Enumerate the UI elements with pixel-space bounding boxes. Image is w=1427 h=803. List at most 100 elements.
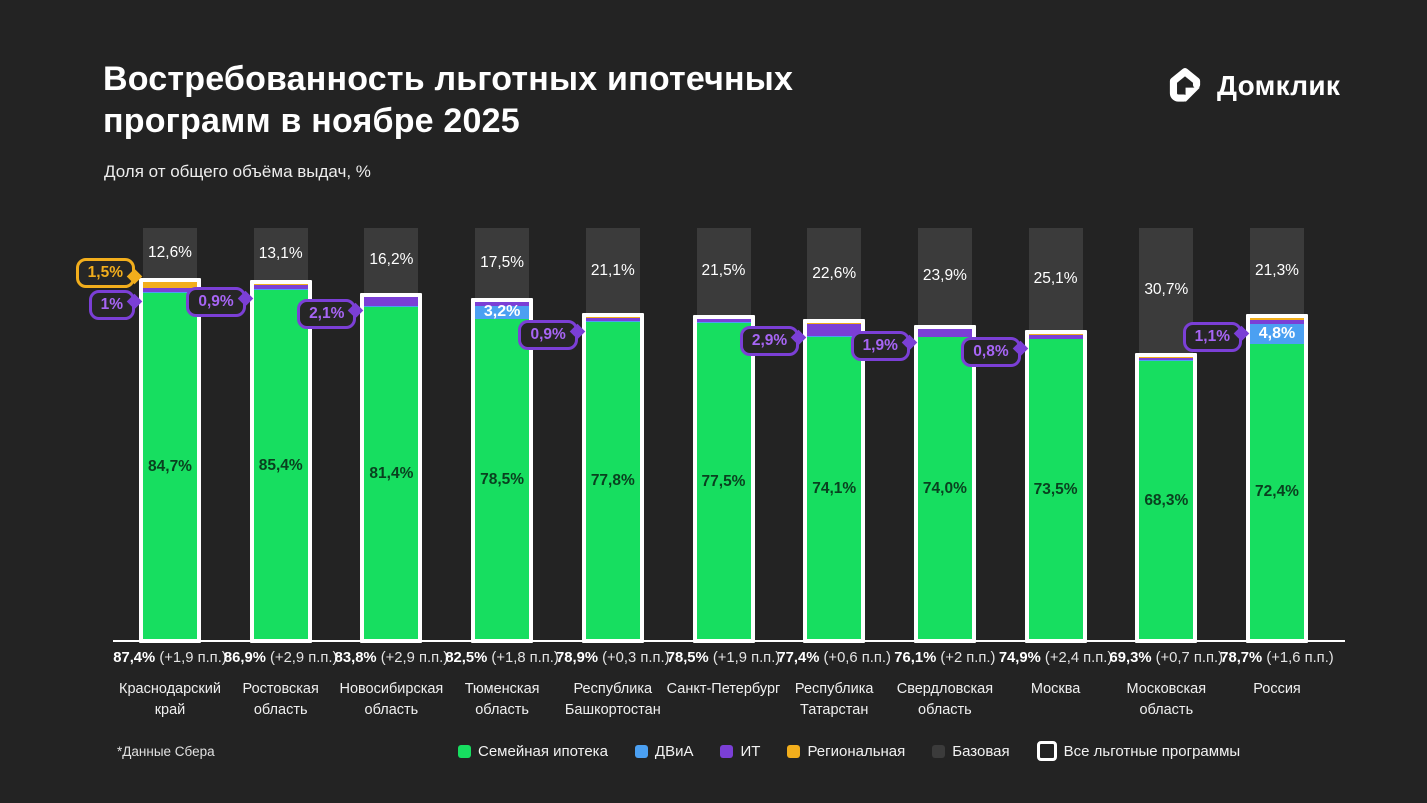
region-name-line: Республика — [794, 681, 874, 697]
base-legend-swatch — [932, 744, 946, 758]
region-name: Тюменская область — [432, 679, 572, 721]
preferential-programs-stack — [692, 314, 755, 643]
legend-item-dvia: ДВиА — [634, 743, 693, 760]
preferential-programs-stack — [471, 298, 534, 643]
dvia-segment — [1028, 338, 1083, 340]
dvia-segment — [364, 305, 419, 307]
dvia-onbar-label: 4,8% — [1258, 325, 1296, 343]
region-name-line: край — [154, 702, 186, 719]
all-legend-swatch — [1036, 741, 1057, 761]
domclick-logo: Домклик — [1163, 64, 1340, 108]
regional-segment — [1028, 333, 1083, 336]
delta-value: (+1,9 п.п.) — [708, 650, 781, 666]
legend-label: Все льготные программы — [1063, 742, 1241, 760]
region-name-line: область — [475, 702, 529, 719]
delta-value: (+1,9 п.п.) — [155, 650, 227, 666]
region-name-line: Свердловская — [896, 681, 994, 697]
page-subtitle: Доля от общего объёма выдач, % — [104, 162, 371, 181]
data-source-footnote: *Данные Сбера — [117, 744, 215, 759]
total-preferential-label: 77,4% (+0,6 п.п.) — [759, 650, 909, 666]
region-name-line: Московская — [1126, 681, 1207, 697]
it-callout: 1% — [88, 290, 143, 321]
region-name-line: область — [253, 702, 308, 719]
total-preferential-label: 87,4% (+1,9 п.п.) — [95, 650, 245, 666]
base-segment — [696, 228, 751, 317]
base-share-label: 30,7% — [1144, 281, 1189, 299]
family-share-label: 73,5% — [1033, 481, 1078, 499]
family-segment — [585, 321, 640, 639]
base-segment — [807, 228, 862, 322]
delta-value: (+2 п.п.) — [936, 650, 996, 666]
total-preferential-label: 69,3% (+0,7 п.п.) — [1091, 650, 1241, 666]
dvia-segment — [1250, 324, 1304, 344]
base-segment — [585, 228, 640, 316]
family-segment — [917, 337, 972, 639]
total-pref-value: 83,8% — [334, 650, 377, 666]
base-segment — [475, 228, 530, 301]
it-callout: 2,9% — [739, 325, 807, 356]
base-segment — [253, 228, 308, 283]
family-share-label: 78,5% — [480, 470, 525, 488]
delta-value: (+2,9 п.п.) — [265, 650, 338, 666]
it-segment — [1139, 357, 1194, 361]
base-share-label: 22,6% — [812, 264, 857, 282]
region-name-line: Республика — [573, 681, 653, 697]
it-legend-swatch — [720, 744, 734, 758]
dvia-segment — [253, 289, 308, 291]
region-name-line: Санкт-Петербург — [666, 681, 781, 697]
region-name: Ростовская область — [211, 679, 351, 721]
chart-legend: Семейная ипотека ДВиА ИТ Региональная Базова… — [458, 741, 1240, 761]
region-name: Московская область — [1096, 679, 1236, 721]
family-segment — [1028, 339, 1083, 639]
it-segment — [253, 285, 308, 290]
domclick-logo-text: Домклик — [1217, 70, 1341, 101]
total-pref-value: 82,5% — [445, 650, 488, 666]
region-name: Свердловская область — [875, 679, 1015, 721]
total-pref-value: 78,7% — [1220, 650, 1263, 666]
base-share-label: 12,6% — [148, 244, 192, 262]
total-preferential-label: 83,8% (+2,9 п.п.) — [316, 650, 466, 666]
region-name-line: Новосибирская — [339, 681, 444, 697]
region-name-line: Москва — [1030, 681, 1081, 697]
x-axis-baseline — [113, 640, 1345, 642]
it-segment — [807, 323, 862, 336]
family-share-label: 85,4% — [258, 456, 303, 474]
region-name-line: Краснодарский — [119, 681, 221, 697]
preferential-programs-stack — [581, 313, 644, 643]
total-preferential-label: 78,7% (+1,6 п.п.) — [1202, 650, 1352, 666]
region-name-line: Башкортостан — [564, 702, 661, 719]
total-pref-value: 76,1% — [894, 650, 937, 666]
legend-label: ИТ — [740, 742, 761, 760]
region-name-line: Тюменская — [464, 681, 540, 697]
family-share-label: 74,1% — [812, 479, 857, 497]
regional-callout: 1,5% — [75, 258, 143, 289]
dvia-segment — [696, 322, 751, 323]
family-share-label: 81,4% — [369, 464, 414, 482]
family-segment — [1139, 360, 1194, 639]
region-name: Москва — [986, 679, 1126, 700]
base-segment — [143, 228, 197, 281]
base-segment — [1028, 228, 1083, 332]
dvia-segment — [143, 292, 197, 294]
total-preferential-label: 78,5% (+1,9 п.п.) — [649, 650, 799, 666]
preferential-programs-stack — [249, 280, 312, 643]
regional-segment — [253, 284, 308, 286]
delta-value: (+2,4 п.п.) — [1040, 650, 1113, 666]
family-segment — [364, 306, 419, 639]
total-pref-value: 78,9% — [556, 650, 598, 666]
total-pref-value: 78,5% — [666, 650, 709, 666]
base-segment — [917, 228, 972, 327]
region-name-line: Ростовская — [242, 681, 319, 697]
legend-item-base: Базовая — [932, 743, 1010, 760]
region-name: Республика Татарстан — [764, 679, 904, 721]
it-callout: 2,1% — [297, 299, 364, 330]
it-callout: 1,9% — [850, 331, 918, 362]
legend-item-family: Семейная ипотека — [458, 743, 608, 760]
total-preferential-label: 78,9% (+0,3 п.п.) — [538, 650, 688, 666]
family-share-label: 74,0% — [922, 480, 967, 498]
it-segment — [364, 297, 419, 306]
legend-item-it: ИТ — [720, 743, 760, 760]
it-segment — [917, 329, 972, 337]
preferential-programs-stack — [1024, 329, 1087, 643]
family-segment — [807, 336, 862, 639]
